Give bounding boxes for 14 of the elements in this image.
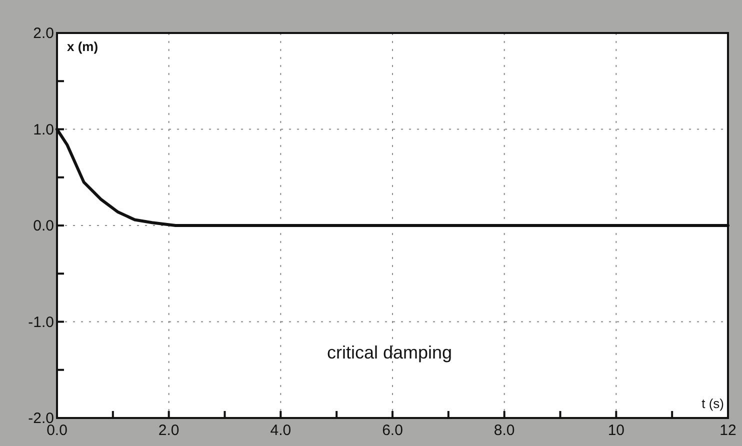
y-tick-label: 0.0: [33, 218, 54, 234]
x-tick-label: 0.0: [46, 422, 68, 439]
x-tick-label: 12: [720, 422, 736, 439]
x-tick-label: 10: [608, 422, 625, 439]
annotation: critical damping: [327, 342, 452, 363]
y-axis-title: x (m): [67, 39, 98, 54]
y-tick-label: 1.0: [33, 121, 54, 138]
x-tick-label: 2.0: [158, 422, 180, 439]
x-tick-label: 8.0: [494, 422, 515, 439]
y-tick-label: 2.0: [33, 25, 54, 42]
x-axis-title: t (s): [702, 396, 724, 411]
y-tick-label: -1.0: [28, 314, 54, 331]
x-tick-label: 6.0: [382, 422, 403, 439]
x-tick-label: 4.0: [270, 422, 292, 439]
